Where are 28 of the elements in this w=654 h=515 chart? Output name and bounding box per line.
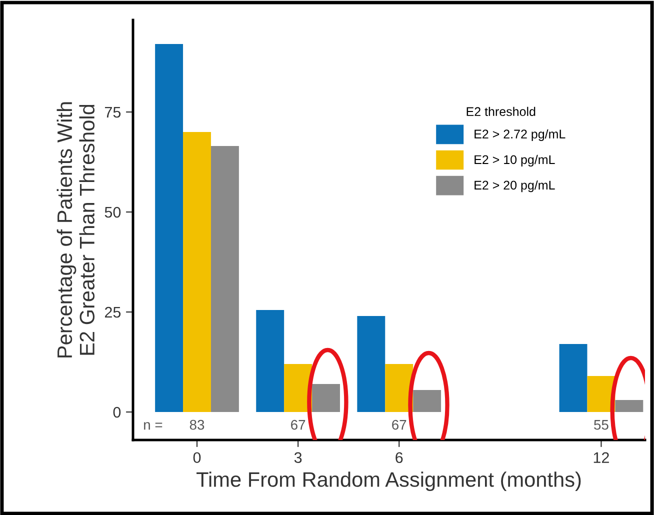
bar [312, 384, 340, 412]
y-tick-label: 0 [113, 406, 121, 418]
y-tick-label: 50 [104, 206, 121, 218]
legend-title: E2 threshold [466, 106, 536, 116]
annotation: 55 [594, 420, 608, 430]
bar [413, 390, 442, 412]
annotation: n = [144, 422, 162, 430]
x-tick-label: 12 [594, 452, 609, 463]
x-tick-label: 6 [396, 452, 403, 464]
bar [357, 316, 386, 412]
bar [210, 146, 239, 412]
legend-label: E2 > 2.72 pg/mL [474, 129, 566, 141]
annotation: 67 [392, 420, 406, 430]
bar [615, 400, 644, 412]
legend-label: E2 > 10 pg/mL [474, 154, 555, 167]
x-axis-title: Time From Random Assignment (months) [196, 472, 581, 492]
bar [559, 344, 588, 412]
y-axis-title: Percentage of Patients With E2 Greater Than Threshold [56, 102, 95, 358]
bar [183, 132, 211, 412]
y-tick-label: 75 [104, 107, 121, 118]
x-tick-label: 3 [294, 452, 302, 464]
bar [155, 44, 184, 412]
legend-label: E2 > 20 pg/mL [474, 180, 555, 192]
annotation: 67 [291, 420, 306, 430]
x-tick-label: 0 [193, 452, 201, 464]
y-tick-label: 25 [104, 306, 121, 318]
annotation: 83 [190, 420, 204, 430]
bar [256, 310, 284, 412]
